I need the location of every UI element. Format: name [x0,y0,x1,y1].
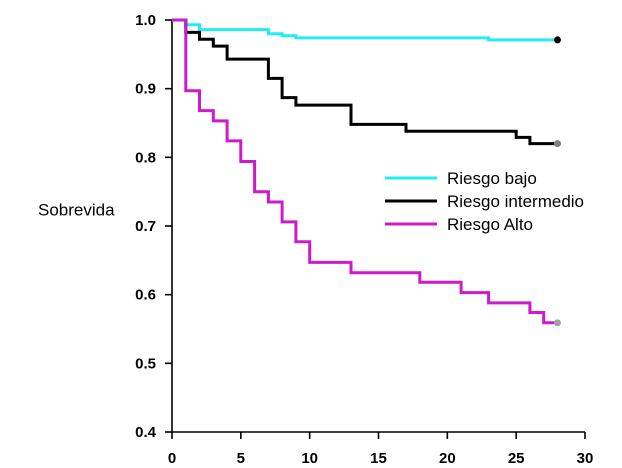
legend-label-2: Riesgo Alto [447,215,533,234]
series-end-marker-0 [553,36,561,44]
y-axis-label: Sobrevida [38,201,115,220]
y-ticks: 0.4 0.5 0.6 0.7 0.8 0.9 1.0 [135,12,172,441]
y-tick-label: 0.8 [135,149,156,166]
x-tick-label: 0 [168,450,176,467]
y-tick-label: 0.9 [135,81,156,98]
x-tick-label: 10 [301,450,318,467]
legend-label-0: Riesgo bajo [447,169,537,188]
x-tick-label: 20 [439,450,456,467]
x-tick-label: 25 [508,450,525,467]
series-end-marker-2 [553,319,561,327]
legend-label-1: Riesgo intermedio [447,192,584,211]
x-tick-label: 5 [237,450,245,467]
y-tick-label: 0.5 [135,355,156,372]
y-tick-label: 0.7 [135,218,156,235]
series-line-0 [172,18,558,42]
series-end-marker-1 [553,140,561,148]
y-tick-label: 0.4 [135,424,157,441]
x-tick-label: 15 [370,450,387,467]
x-tick-label: 30 [577,450,594,467]
series-group [172,18,561,327]
series-line-2 [172,18,558,325]
x-ticks: 0 5 10 15 20 25 30 [168,432,594,467]
legend: Riesgo bajo Riesgo intermedio Riesgo Alto [385,169,584,234]
series-line-1 [172,18,558,146]
y-tick-label: 0.6 [135,287,156,304]
y-tick-label: 1.0 [135,12,156,29]
